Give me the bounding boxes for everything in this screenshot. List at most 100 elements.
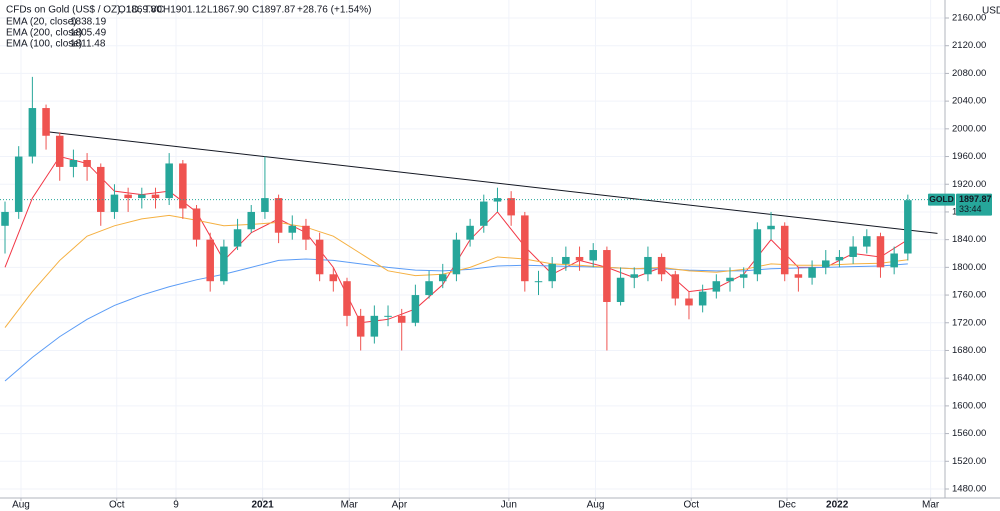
legend-name: EMA (200, close) (6, 28, 82, 39)
y-tick-label: 2040.00 (952, 96, 986, 107)
x-tick-label: Mar (922, 500, 940, 511)
y-tick-label: 2000.00 (952, 123, 986, 134)
legend-value: 1811.48 (70, 39, 106, 50)
candle-body (55, 135, 64, 167)
candle-body (835, 256, 844, 261)
candle-body (138, 194, 146, 199)
legend-name: EMA (20, close) (6, 17, 77, 28)
header-high: H1901.12 (163, 5, 207, 16)
candle-body (480, 201, 488, 226)
symbol-tag (928, 193, 955, 206)
candle-body (247, 211, 256, 230)
candle-body (274, 198, 283, 233)
candle-body (726, 277, 734, 282)
candle-body (69, 159, 78, 167)
price-tag (956, 193, 992, 216)
candle-body (110, 194, 119, 212)
x-tick-label: 2021 (252, 500, 275, 511)
candle-body (493, 198, 502, 202)
candle-body (562, 256, 570, 264)
y-tick-label: 1640.00 (952, 373, 986, 384)
y-tick-label: 1960.00 (952, 151, 986, 162)
candle-body (425, 281, 433, 296)
candle-body (329, 274, 338, 282)
x-tick-label: 2022 (826, 500, 849, 511)
candle-body (302, 225, 310, 240)
x-tick-label: Aug (587, 500, 605, 511)
candle-body (863, 236, 871, 247)
candle-body (411, 295, 420, 323)
candle-body (124, 194, 132, 199)
candle-body (397, 315, 406, 323)
x-tick-label: Oct (109, 500, 125, 511)
candle-body (904, 200, 912, 254)
candle-body (343, 281, 351, 316)
countdown-label: 33:44 (959, 204, 982, 214)
candle-body (671, 274, 680, 299)
candle-body (630, 274, 639, 278)
legend-value: 1805.49 (70, 28, 107, 39)
trendline (45, 131, 938, 234)
candle-body (288, 225, 297, 233)
candle-body (179, 163, 187, 209)
candle-body (685, 298, 693, 306)
symbol-label: GOLD (929, 194, 954, 204)
y-tick-label: 1760.00 (952, 290, 986, 301)
candle-body (890, 253, 898, 268)
header-close: C1897.87 (252, 5, 296, 16)
candle-body (507, 198, 515, 216)
currency-label: USD (982, 6, 1000, 17)
candle-body (712, 281, 721, 292)
x-tick-label: Apr (392, 500, 408, 511)
candle-body (780, 225, 789, 275)
legend: CFDs on Gold (US$ / OZ), 1D, TVC O1869.8… (6, 5, 372, 50)
candle-body (220, 246, 228, 282)
candle-body (548, 263, 556, 282)
candle-body (356, 315, 365, 337)
candle-body (767, 225, 775, 230)
candle-body (97, 166, 105, 212)
candle-body (452, 239, 461, 275)
x-tick-label: Oct (683, 500, 699, 511)
legend-name: EMA (100, close) (6, 39, 82, 50)
x-tick-label: Jun (501, 500, 517, 511)
candle-body (315, 239, 324, 275)
candle-body (657, 256, 666, 275)
candle-body (1, 211, 9, 226)
x-tick-label: Dec (778, 500, 796, 511)
candle-body (261, 198, 269, 212)
candle-body (233, 229, 242, 247)
candle-body (534, 281, 543, 283)
candle-body (753, 229, 762, 275)
x-tick-label: 9 (173, 500, 179, 511)
candle-body (466, 225, 474, 240)
y-tick-label: 1520.00 (952, 456, 986, 467)
candle-body (438, 274, 447, 282)
y-tick-label: 1920.00 (952, 179, 986, 190)
candle-body (192, 208, 201, 240)
x-tick-label: Aug (12, 500, 30, 511)
y-tick-label: 1800.00 (952, 262, 986, 273)
y-tick-label: 1600.00 (952, 400, 986, 411)
candle-body (739, 274, 748, 278)
y-tick-label: 1560.00 (952, 428, 986, 439)
candle-body (644, 256, 652, 275)
candle-body (589, 250, 597, 261)
candle-body (42, 108, 50, 136)
candle-body (370, 315, 379, 337)
candle-body (151, 194, 160, 199)
candle-body (206, 239, 214, 282)
header-title: CFDs on Gold (US$ / OZ), 1D, TVC (6, 5, 164, 16)
y-tick-label: 2160.00 (952, 13, 986, 24)
y-tick-label: 1680.00 (952, 345, 986, 356)
candle-body (822, 260, 830, 268)
x-tick-label: Mar (341, 500, 359, 511)
y-tick-label: 1480.00 (952, 484, 986, 495)
candle-body (14, 156, 23, 212)
candle-body (384, 315, 392, 317)
legend-value: 1838.19 (70, 17, 107, 28)
candle-body (83, 159, 91, 167)
candle-body (794, 274, 803, 278)
